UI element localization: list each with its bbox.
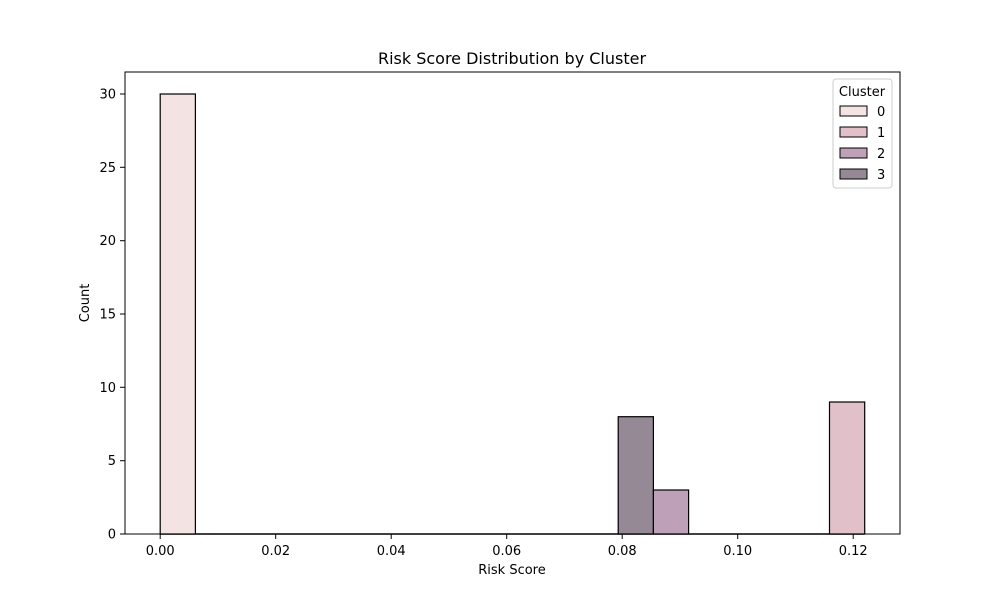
y-tick-label: 5 [108, 454, 116, 469]
y-tick-label: 25 [99, 161, 116, 176]
legend-swatch-3 [839, 168, 868, 180]
legend-swatch-1 [839, 126, 868, 138]
legend-label-1: 1 [877, 126, 885, 141]
legend-title: Cluster [839, 85, 886, 100]
chart-title: Risk Score Distribution by Cluster [378, 49, 647, 68]
x-tick-label: 0.04 [377, 544, 406, 559]
legend-swatch-2 [839, 147, 868, 159]
y-tick-label: 20 [99, 234, 116, 249]
bar-cluster-1-0 [828, 401, 866, 535]
x-tick-label: 0.00 [146, 544, 175, 559]
bar-cluster-0-0 [159, 93, 196, 535]
bar-cluster-3-0 [617, 416, 655, 535]
legend-swatch-0 [839, 105, 868, 117]
x-tick-label: 0.10 [723, 544, 752, 559]
y-tick-label: 0 [108, 528, 116, 543]
x-axis: 0.00 0.02 0.04 0.06 0.08 0.10 0.12 [146, 534, 868, 559]
bar-cluster-2-0 [652, 489, 690, 535]
y-axis: 0 5 10 15 20 25 30 [99, 88, 125, 543]
y-tick-label: 10 [99, 381, 116, 396]
legend: Cluster 0 1 2 3 [832, 78, 893, 189]
legend-label-0: 0 [877, 105, 885, 120]
plot-area [124, 71, 901, 535]
legend-label-2: 2 [877, 147, 885, 162]
x-tick-label: 0.08 [608, 544, 637, 559]
y-tick-label: 30 [99, 88, 116, 103]
bars-layer [159, 93, 866, 535]
plot-frame [124, 71, 901, 535]
y-tick-label: 15 [99, 308, 116, 323]
y-axis-label: Count [78, 284, 93, 323]
legend-label-3: 3 [877, 168, 885, 183]
legend-items: 0 1 2 3 [839, 105, 885, 183]
x-tick-label: 0.06 [492, 544, 521, 559]
x-tick-label: 0.02 [261, 544, 290, 559]
x-tick-label: 0.12 [839, 544, 868, 559]
x-axis-label: Risk Score [478, 563, 546, 578]
